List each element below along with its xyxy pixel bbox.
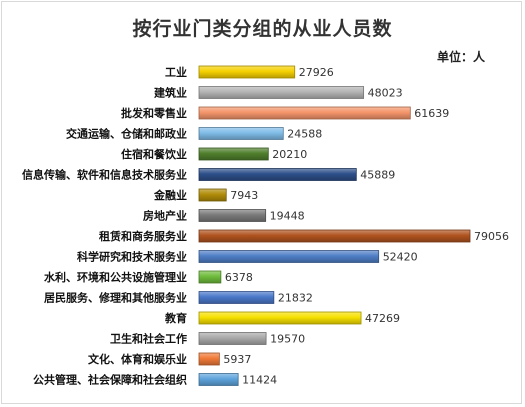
value-label: 24588 (287, 128, 322, 141)
category-label: 租赁和商务服务业 (99, 229, 187, 243)
bar (198, 229, 471, 243)
category-label: 信息传输、软件和信息技术服务业 (22, 168, 187, 182)
category-label: 住宿和餐饮业 (121, 147, 187, 161)
category-label: 交通运输、仓储和邮政业 (66, 127, 187, 141)
value-label: 47269 (365, 312, 400, 325)
value-label: 61639 (414, 107, 449, 120)
value-label: 21832 (278, 292, 313, 305)
value-label: 27926 (299, 66, 334, 79)
bar (198, 147, 269, 161)
category-label: 房地产业 (143, 209, 187, 223)
category-label: 水利、环境和公共设施管理业 (44, 270, 187, 284)
value-label: 45889 (360, 169, 395, 182)
category-label: 金融业 (153, 188, 187, 202)
bar (198, 291, 275, 304)
category-label: 建筑业 (154, 86, 187, 100)
bar (198, 106, 411, 120)
category-label: 工业 (165, 65, 187, 79)
category-label: 教育 (164, 311, 187, 325)
value-label: 11424 (242, 374, 277, 387)
category-label: 居民服务、修理和其他服务业 (44, 291, 187, 305)
value-label: 5937 (223, 353, 251, 366)
unit-label: 单位：人 (436, 50, 485, 64)
bar (198, 352, 220, 366)
value-label: 6378 (225, 271, 253, 284)
category-label: 文化、体育和娱乐业 (88, 352, 187, 366)
category-label: 科学研究和技术服务业 (77, 250, 187, 264)
value-label: 20210 (272, 148, 307, 161)
bar (198, 127, 284, 140)
bar (198, 311, 362, 325)
bar (198, 209, 267, 222)
bar (198, 188, 227, 202)
category-label: 卫生和社会工作 (110, 332, 187, 346)
bar (198, 332, 267, 345)
value-label: 19448 (270, 210, 305, 223)
value-label: 7943 (230, 189, 258, 202)
bar (198, 168, 357, 181)
value-label: 48023 (368, 87, 403, 100)
value-label: 19570 (270, 333, 305, 346)
bar (198, 270, 222, 284)
category-label: 公共管理、社会保障和社会组织 (33, 373, 187, 387)
bar (198, 250, 380, 263)
category-label: 批发和零售业 (121, 106, 187, 120)
bar (198, 65, 296, 79)
bar (198, 86, 365, 99)
value-label: 52420 (383, 251, 418, 264)
chart-title: 按行业门类分组的从业人员数 (132, 18, 393, 40)
value-label: 79056 (474, 230, 509, 243)
bar (198, 373, 239, 386)
